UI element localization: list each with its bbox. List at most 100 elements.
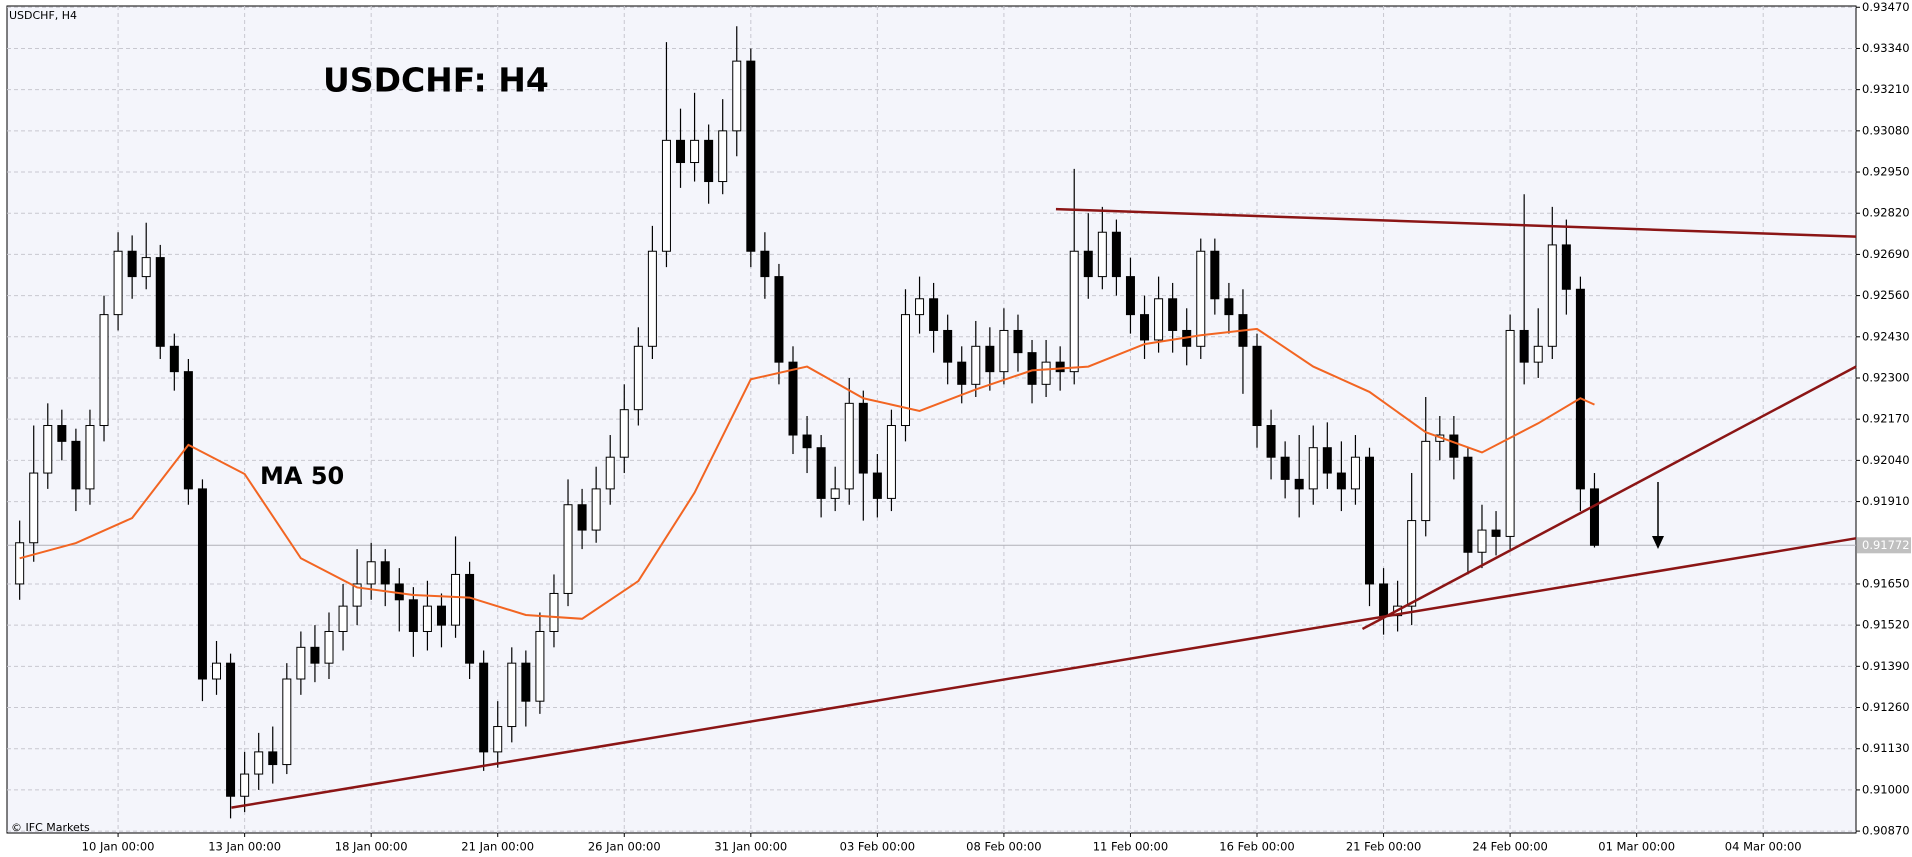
last-price-label: 0.91772 xyxy=(1862,538,1910,552)
candle-body xyxy=(1168,298,1178,331)
watermark: © IFC Markets xyxy=(11,821,90,834)
candle-body xyxy=(99,314,109,427)
y-tick-label: 0.92300 xyxy=(1862,370,1910,384)
candle-body xyxy=(1449,434,1459,458)
candle-body xyxy=(1196,250,1206,347)
candle-body xyxy=(1561,244,1571,290)
candle-body xyxy=(929,298,939,331)
candle-body xyxy=(113,250,123,316)
candle-body xyxy=(647,250,657,347)
candle-body xyxy=(296,646,306,680)
candle-body xyxy=(830,488,840,499)
y-tick-label: 0.93210 xyxy=(1862,82,1910,96)
candle-body xyxy=(1111,231,1121,278)
candle-body xyxy=(352,583,362,607)
ma-line xyxy=(19,327,1595,620)
candle-body xyxy=(1407,520,1417,607)
candle-body xyxy=(408,599,418,632)
candle-body xyxy=(1069,250,1079,373)
y-tick-label: 0.92950 xyxy=(1862,165,1910,179)
candle-body xyxy=(760,250,770,278)
candle-body xyxy=(240,773,250,797)
y-tick-label: 0.92170 xyxy=(1862,412,1910,426)
arrow-head xyxy=(1652,536,1664,549)
x-tick-label: 26 Jan 00:00 xyxy=(588,840,661,854)
x-tick-label: 01 Mar 00:00 xyxy=(1598,840,1675,854)
candle-body xyxy=(338,605,348,632)
candle-body xyxy=(619,409,629,458)
candle-body xyxy=(1055,361,1065,373)
candle-body xyxy=(943,329,953,363)
candle-body xyxy=(1533,345,1543,363)
candle-body xyxy=(900,314,910,427)
candle-body xyxy=(1294,478,1304,490)
candle-body xyxy=(1491,529,1501,537)
candle-body xyxy=(127,250,137,278)
candle-body xyxy=(788,361,798,436)
candle-body xyxy=(1350,456,1360,490)
candle-body xyxy=(1575,288,1585,490)
y-tick-label: 0.93470 xyxy=(1862,0,1910,14)
candle-body xyxy=(915,298,925,316)
candle-body xyxy=(1041,361,1051,385)
candle-body xyxy=(1547,244,1557,347)
y-tick-label: 0.93340 xyxy=(1862,41,1910,55)
symbol-label: USDCHF, H4 xyxy=(9,9,77,22)
candle-body xyxy=(704,139,714,183)
candle-body xyxy=(155,257,165,347)
candle-body xyxy=(366,561,376,585)
candle-body xyxy=(1154,298,1164,341)
candle-body xyxy=(718,130,728,183)
candle-body xyxy=(1125,276,1135,316)
candle-body xyxy=(141,257,151,278)
candle-body xyxy=(507,662,517,728)
candle-body xyxy=(549,592,559,632)
ma-label: MA 50 xyxy=(260,462,344,490)
x-tick-label: 16 Feb 00:00 xyxy=(1219,840,1294,854)
candle-body xyxy=(1322,447,1332,474)
candle-body xyxy=(774,276,784,363)
y-tick-label: 0.91130 xyxy=(1862,741,1910,755)
candle-body xyxy=(1252,345,1262,427)
candle-body xyxy=(1027,352,1037,385)
y-tick-label: 0.92430 xyxy=(1862,329,1910,343)
candle-body xyxy=(872,472,882,499)
candle-body xyxy=(29,472,39,544)
candle-body xyxy=(465,573,475,664)
x-tick-label: 24 Feb 00:00 xyxy=(1472,840,1547,854)
candle-body xyxy=(1308,447,1318,490)
candle-body xyxy=(1266,425,1276,458)
candle-body xyxy=(85,425,95,490)
y-tick-label: 0.93080 xyxy=(1862,123,1910,137)
candle-body xyxy=(1463,456,1473,553)
trendline xyxy=(1361,365,1857,631)
candle-body xyxy=(380,561,390,585)
y-tick-label: 0.92820 xyxy=(1862,206,1910,220)
x-tick-label: 31 Jan 00:00 xyxy=(714,840,787,854)
y-tick-label: 0.91910 xyxy=(1862,494,1910,508)
y-tick-label: 0.92560 xyxy=(1862,288,1910,302)
x-tick-label: 11 Feb 00:00 xyxy=(1093,840,1168,854)
y-tick-label: 0.91260 xyxy=(1862,700,1910,714)
candle-body xyxy=(563,504,573,594)
candle-body xyxy=(197,488,207,680)
candle-body xyxy=(661,139,671,252)
x-tick-label: 21 Feb 00:00 xyxy=(1346,840,1421,854)
candle-body xyxy=(15,542,25,585)
candle-body xyxy=(254,751,264,775)
candle-body xyxy=(1224,298,1234,316)
candle-body xyxy=(1379,583,1389,617)
candle-body xyxy=(971,345,981,385)
y-tick-label: 0.92040 xyxy=(1862,453,1910,467)
candle-body xyxy=(324,630,334,664)
candle-body xyxy=(957,361,967,385)
candle-body xyxy=(591,488,601,531)
x-tick-label: 03 Feb 00:00 xyxy=(840,840,915,854)
candle-body xyxy=(282,678,292,766)
candle-body xyxy=(886,425,896,499)
candle-body xyxy=(1336,472,1346,490)
candle-body xyxy=(690,139,700,164)
x-tick-label: 04 Mar 00:00 xyxy=(1725,840,1802,854)
